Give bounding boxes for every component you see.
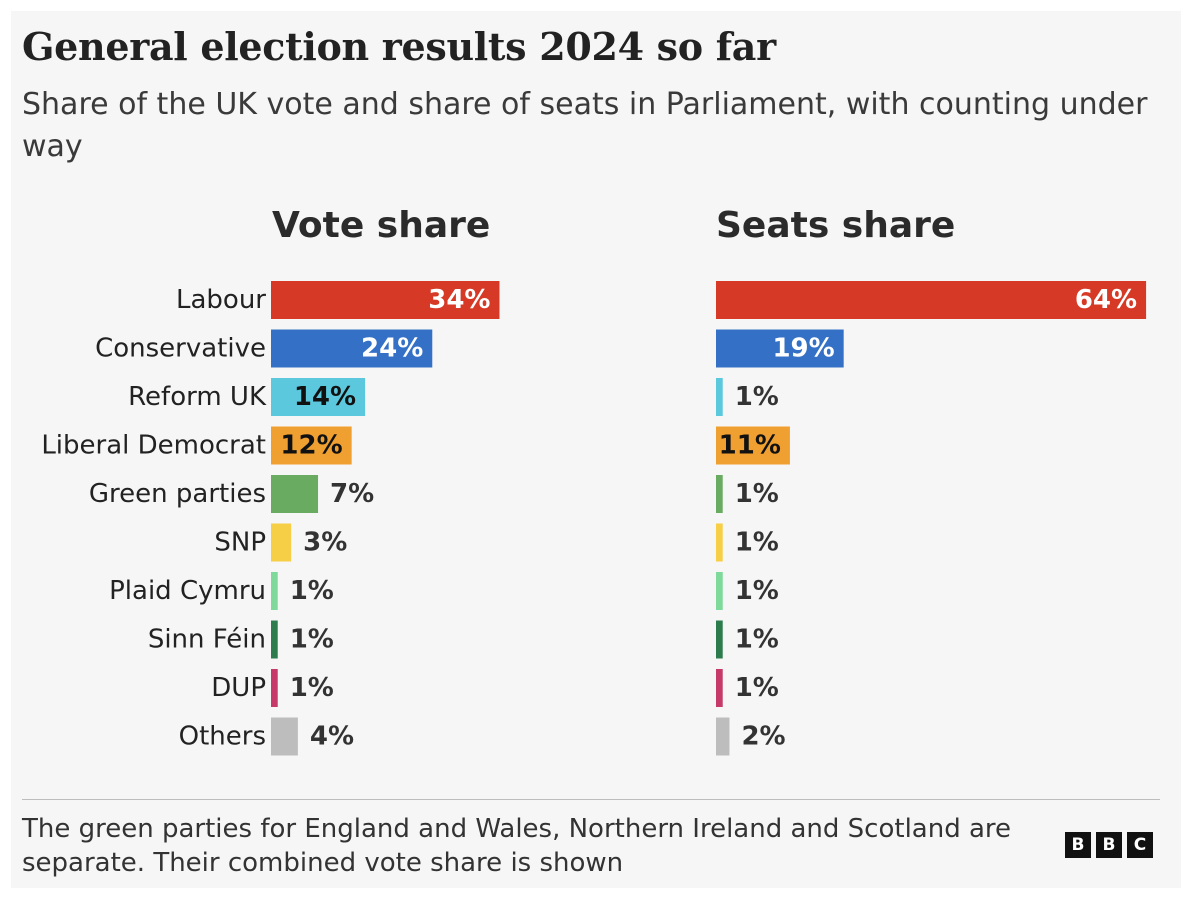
seats-share-value-label: 1% bbox=[735, 382, 779, 412]
seats-share-bar bbox=[716, 717, 730, 756]
seats-share-bar bbox=[716, 475, 723, 513]
seats-share-value-label: 1% bbox=[735, 576, 779, 606]
vote-share-value-label: 1% bbox=[290, 576, 334, 606]
seats-share-bar bbox=[716, 669, 723, 707]
chart-title: General election results 2024 so far bbox=[22, 24, 776, 69]
seats-share-value-label: 1% bbox=[735, 528, 779, 558]
chart-subtitle: Share of the UK vote and share of seats … bbox=[22, 87, 1148, 164]
vote-share-bar bbox=[271, 717, 298, 756]
seats-share-heading: Seats share bbox=[716, 205, 956, 246]
seats-share-value-label: 1% bbox=[735, 625, 779, 655]
vote-share-value-label: 24% bbox=[361, 334, 423, 364]
category-label: Reform UK bbox=[128, 382, 267, 412]
vote-share-bar bbox=[271, 426, 352, 465]
seats-share-bar bbox=[716, 572, 723, 610]
category-label: Sinn Féin bbox=[148, 625, 266, 655]
category-label: DUP bbox=[211, 673, 266, 703]
seats-share-bar bbox=[716, 523, 723, 562]
seats-share-bar bbox=[716, 426, 790, 465]
vote-share-value-label: 1% bbox=[290, 625, 334, 655]
footnote: The green parties for England and Wales,… bbox=[22, 814, 1012, 878]
vote-share-bar bbox=[271, 572, 278, 610]
vote-share-bar bbox=[271, 329, 433, 368]
vote-share-value-label: 1% bbox=[290, 673, 334, 703]
bbc-logo-letter: B bbox=[1096, 832, 1122, 858]
vote-share-bar bbox=[271, 378, 366, 416]
footer-divider bbox=[22, 799, 1160, 800]
category-label: SNP bbox=[214, 528, 266, 558]
seats-share-value-label: 1% bbox=[735, 479, 779, 509]
seats-share-value-label: 64% bbox=[1075, 285, 1137, 315]
seats-share-value-label: 2% bbox=[741, 722, 785, 752]
vote-share-bar bbox=[271, 475, 319, 513]
vote-share-value-label: 12% bbox=[280, 431, 342, 461]
vote-share-bar bbox=[271, 523, 292, 562]
category-label: Green parties bbox=[89, 479, 266, 509]
seats-share-bar bbox=[716, 281, 1147, 319]
bbc-logo-letter: B bbox=[1065, 832, 1091, 858]
vote-share-bar bbox=[271, 620, 278, 659]
seats-share-value-label: 1% bbox=[735, 673, 779, 703]
seats-share-bar bbox=[716, 378, 723, 416]
vote-share-value-label: 34% bbox=[428, 285, 490, 315]
bbc-logo-letter: C bbox=[1127, 832, 1153, 858]
category-label: Plaid Cymru bbox=[109, 576, 266, 606]
category-label: Labour bbox=[176, 285, 266, 315]
vote-share-value-label: 7% bbox=[330, 479, 374, 509]
seats-share-bar bbox=[716, 329, 844, 368]
vote-share-bar bbox=[271, 669, 278, 707]
vote-share-heading: Vote share bbox=[272, 205, 491, 246]
vote-share-value-label: 3% bbox=[303, 528, 347, 558]
vote-share-value-label: 14% bbox=[294, 382, 356, 412]
vote-share-bar bbox=[271, 281, 500, 319]
category-label: Liberal Democrat bbox=[41, 431, 266, 461]
vote-share-value-label: 4% bbox=[310, 722, 354, 752]
category-label: Others bbox=[179, 722, 266, 752]
seats-share-bar bbox=[716, 620, 723, 659]
category-label: Conservative bbox=[95, 334, 266, 364]
bbc-logo: B B C bbox=[1065, 832, 1153, 858]
seats-share-value-label: 19% bbox=[772, 334, 834, 364]
chart-background bbox=[11, 11, 1181, 888]
seats-share-value-label: 11% bbox=[719, 431, 781, 461]
